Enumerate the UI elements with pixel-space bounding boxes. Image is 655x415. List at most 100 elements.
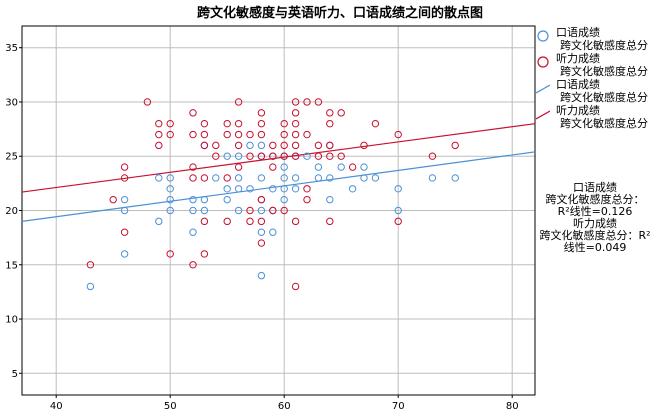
data-point-speaking xyxy=(189,206,197,215)
data-point-listening xyxy=(269,152,277,160)
legend-label: 听力成绩 xyxy=(556,52,600,65)
data-point-speaking xyxy=(246,185,254,193)
data-point-speaking xyxy=(166,206,174,215)
data-point-speaking xyxy=(280,174,288,182)
annotation-line: R²线性=0.126 xyxy=(557,205,633,218)
data-point-listening xyxy=(326,152,334,160)
legend-label-sub: 跨文化敏感度总分 xyxy=(560,117,648,130)
data-point-listening xyxy=(166,130,174,139)
y-tick-label: 15 xyxy=(5,260,18,271)
data-point-listening xyxy=(223,174,231,182)
data-point-listening xyxy=(303,195,311,204)
data-point-listening xyxy=(291,109,300,117)
data-point-listening xyxy=(326,109,334,117)
data-point-listening xyxy=(291,217,300,226)
data-point-listening xyxy=(314,141,323,150)
data-point-speaking xyxy=(212,174,220,182)
data-point-listening xyxy=(212,152,220,160)
data-point-speaking xyxy=(291,185,300,193)
x-tick-label: 80 xyxy=(506,401,519,412)
data-point-listening xyxy=(291,282,300,291)
data-point-listening xyxy=(314,98,323,106)
annotation-line: 跨文化敏感度总分：R² xyxy=(539,229,651,242)
x-tick-label: 50 xyxy=(164,401,177,412)
data-point-speaking xyxy=(371,174,380,182)
data-point-speaking xyxy=(360,163,368,171)
annotation-line: 口语成绩 xyxy=(573,181,617,194)
data-point-listening xyxy=(143,98,152,106)
data-point-speaking xyxy=(280,185,288,193)
data-point-listening xyxy=(280,152,288,160)
data-point-speaking xyxy=(166,174,174,182)
legend-label-sub: 跨文化敏感度总分 xyxy=(560,65,648,78)
data-point-listening xyxy=(269,141,277,150)
data-point-listening xyxy=(348,163,357,171)
data-point-listening xyxy=(257,239,266,247)
legend-label-sub: 跨文化敏感度总分 xyxy=(560,91,648,104)
data-point-speaking xyxy=(451,174,459,182)
annotation-line: 线性=0.049 xyxy=(563,241,627,254)
data-point-speaking xyxy=(86,282,95,291)
data-point-listening xyxy=(234,141,243,150)
data-point-listening xyxy=(234,130,243,139)
data-point-listening xyxy=(291,130,300,139)
data-point-listening xyxy=(280,119,288,128)
data-point-listening xyxy=(428,152,437,160)
data-point-speaking xyxy=(326,195,334,204)
data-point-listening xyxy=(337,109,345,117)
legend-label: 听力成绩 xyxy=(556,104,600,117)
fit-annotation: 口语成绩 跨文化敏感度总分： R²线性=0.126 听力成绩 跨文化敏感度总分：… xyxy=(536,182,654,254)
data-point-speaking xyxy=(155,217,163,226)
data-point-listening xyxy=(189,130,197,139)
data-point-listening xyxy=(246,130,254,139)
data-point-listening xyxy=(120,228,129,236)
annotation-line: 听力成绩 xyxy=(573,217,617,230)
x-tick-label: 70 xyxy=(392,401,405,412)
legend-item-listening-fit: 听力成绩 跨文化敏感度总分 xyxy=(534,104,654,130)
data-point-listening xyxy=(257,217,266,226)
data-point-speaking xyxy=(314,174,323,182)
data-point-listening xyxy=(189,109,197,117)
data-point-listening xyxy=(234,98,243,106)
data-point-listening xyxy=(200,119,209,128)
data-point-speaking xyxy=(394,185,402,193)
data-point-listening xyxy=(212,141,220,150)
data-point-listening xyxy=(200,250,209,258)
legend-circle-blue-icon xyxy=(537,30,549,42)
data-point-speaking xyxy=(291,174,300,182)
data-point-speaking xyxy=(280,195,288,204)
legend-item-speaking-points: 口语成绩 跨文化敏感度总分 xyxy=(534,26,654,52)
data-point-listening xyxy=(291,141,300,150)
x-tick-label: 40 xyxy=(50,401,63,412)
data-point-listening xyxy=(223,130,231,139)
data-point-speaking xyxy=(234,152,243,160)
data-point-speaking xyxy=(189,195,197,204)
chart-legend: 口语成绩 跨文化敏感度总分 听力成绩 跨文化敏感度总分 口语成绩 跨文化敏感度总… xyxy=(534,26,654,130)
data-point-listening xyxy=(269,163,277,171)
data-point-speaking xyxy=(257,141,266,150)
data-point-listening xyxy=(155,119,163,128)
data-point-listening xyxy=(246,152,254,160)
data-point-listening xyxy=(451,141,459,150)
data-point-listening xyxy=(280,206,288,215)
data-point-speaking xyxy=(223,185,231,193)
data-point-listening xyxy=(155,141,163,150)
legend-label: 口语成绩 xyxy=(556,78,600,91)
data-point-listening xyxy=(120,174,129,182)
data-point-listening xyxy=(303,130,311,139)
data-point-speaking xyxy=(326,174,334,182)
data-point-speaking xyxy=(166,195,174,204)
legend-circle-red-icon xyxy=(537,56,549,68)
data-point-speaking xyxy=(348,185,357,193)
data-point-listening xyxy=(303,185,311,193)
data-point-speaking xyxy=(246,141,254,150)
data-point-listening xyxy=(326,119,334,128)
data-point-speaking xyxy=(189,228,197,236)
data-point-listening xyxy=(257,109,266,117)
data-point-speaking xyxy=(234,174,243,182)
data-point-listening xyxy=(155,130,163,139)
data-point-listening xyxy=(280,141,288,150)
data-point-listening xyxy=(200,217,209,226)
annotation-line: 跨文化敏感度总分： xyxy=(545,193,645,206)
data-point-listening xyxy=(200,141,209,150)
